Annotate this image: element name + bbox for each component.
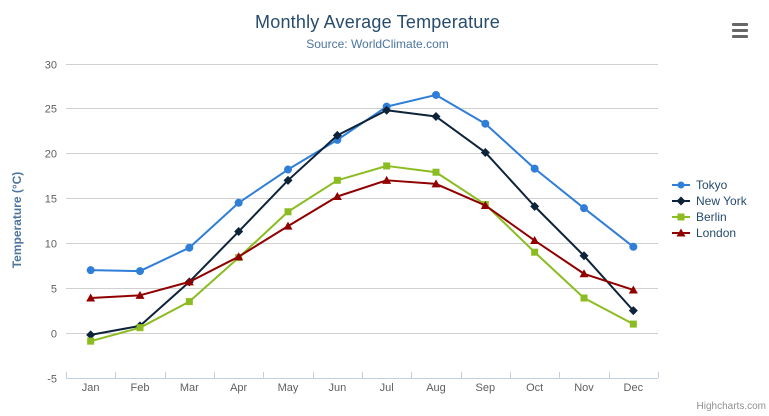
x-tick-label: Nov	[574, 382, 594, 394]
data-point[interactable]	[530, 201, 540, 211]
data-point[interactable]	[284, 165, 292, 174]
legend-marker	[677, 213, 685, 221]
data-point[interactable]	[530, 236, 540, 245]
data-point[interactable]	[86, 293, 96, 302]
chart-title: Monthly Average Temperature	[255, 12, 500, 32]
credits-link[interactable]: Highcharts.com	[696, 401, 766, 412]
square-marker-icon	[672, 213, 690, 221]
y-tick-label: 20	[45, 149, 57, 161]
data-point[interactable]	[580, 204, 588, 213]
legend: Tokyo New York Berlin London	[672, 177, 747, 241]
x-tick-label: Sep	[476, 382, 496, 394]
data-point[interactable]	[629, 242, 638, 251]
x-tick-label: Feb	[131, 382, 150, 394]
data-point[interactable]	[136, 267, 144, 276]
data-point[interactable]	[481, 119, 490, 128]
chart-subtitle: Source: WorldClimate.com	[306, 37, 449, 51]
data-point[interactable]	[184, 277, 194, 286]
legend-label: New York	[696, 194, 747, 208]
legend-item-berlin[interactable]: Berlin	[672, 209, 747, 225]
data-point[interactable]	[480, 147, 490, 157]
data-point[interactable]	[382, 175, 392, 184]
legend-item-london[interactable]: London	[672, 225, 747, 241]
legend-item-new-york[interactable]: New York	[672, 193, 747, 209]
data-point[interactable]	[431, 112, 441, 122]
data-point[interactable]	[185, 298, 193, 306]
data-point[interactable]	[382, 105, 392, 115]
data-point[interactable]	[185, 243, 194, 252]
data-point[interactable]	[332, 130, 342, 140]
data-point[interactable]	[431, 179, 441, 188]
data-point[interactable]	[135, 290, 145, 299]
data-point[interactable]	[531, 248, 539, 256]
data-point[interactable]	[432, 168, 440, 176]
y-tick-label: 5	[51, 284, 57, 296]
y-tick-label: 15	[45, 194, 57, 206]
series-line-berlin	[89, 164, 635, 343]
legend-label: London	[696, 226, 737, 240]
x-tick-label: Jul	[380, 382, 394, 394]
data-point[interactable]	[234, 227, 244, 237]
legend-label: Berlin	[696, 210, 727, 224]
data-point[interactable]	[628, 285, 638, 294]
y-tick-label: 25	[45, 104, 57, 116]
data-point[interactable]	[86, 330, 96, 340]
triangle-marker-icon	[672, 228, 690, 237]
circle-marker-icon	[672, 181, 690, 189]
y-tick-label: 0	[51, 329, 57, 341]
x-tick-label: Aug	[426, 382, 446, 394]
data-point[interactable]	[579, 269, 589, 278]
data-point[interactable]	[629, 320, 637, 328]
y-tick-label: 30	[45, 60, 57, 72]
data-point[interactable]	[579, 251, 589, 261]
data-point[interactable]	[530, 164, 539, 173]
legend-item-tokyo[interactable]: Tokyo	[672, 177, 747, 193]
legend-label: Tokyo	[696, 178, 728, 192]
series-line-london	[89, 179, 635, 300]
data-point[interactable]	[284, 208, 292, 216]
data-point[interactable]	[480, 200, 490, 209]
data-point[interactable]	[136, 324, 144, 332]
hamburger-menu-icon[interactable]	[728, 19, 752, 41]
data-point[interactable]	[580, 294, 588, 302]
x-tick-label: Oct	[526, 382, 543, 394]
data-point[interactable]	[332, 191, 342, 200]
data-point[interactable]	[234, 252, 244, 261]
diamond-marker-icon	[672, 196, 690, 206]
data-point[interactable]	[87, 337, 95, 345]
y-tick-label: -5	[47, 374, 57, 386]
data-point[interactable]	[283, 221, 293, 230]
data-point[interactable]	[628, 306, 638, 316]
legend-marker	[677, 181, 685, 189]
data-point[interactable]	[283, 175, 293, 185]
y-tick-label: 10	[45, 239, 57, 251]
data-point[interactable]	[86, 266, 95, 275]
x-tick-label: May	[278, 382, 299, 394]
x-tick-label: Jun	[328, 382, 346, 394]
data-point[interactable]	[234, 198, 243, 207]
x-tick-label: Mar	[180, 382, 199, 394]
series-line-tokyo	[89, 93, 635, 273]
series-line-new-york	[89, 109, 635, 336]
legend-marker	[676, 196, 686, 206]
data-point[interactable]	[333, 176, 341, 184]
data-point[interactable]	[432, 90, 440, 99]
x-tick-label: Apr	[230, 382, 247, 394]
x-tick-label: Dec	[624, 382, 644, 394]
x-tick-label: Jan	[82, 382, 100, 394]
data-point[interactable]	[383, 162, 391, 170]
legend-marker	[676, 228, 686, 237]
